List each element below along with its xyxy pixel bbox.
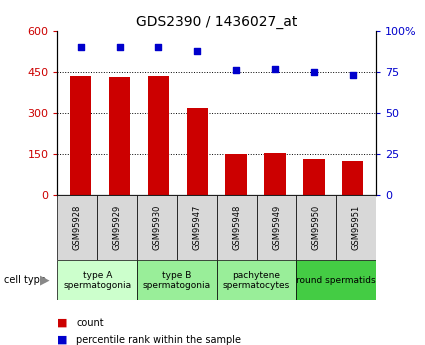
Point (194, 48, 201, 53)
Bar (137, 260, 217, 300)
Text: GSM95930: GSM95930 (153, 205, 162, 250)
Text: GSM95951: GSM95951 (352, 205, 361, 250)
Text: percentile rank within the sample: percentile rank within the sample (76, 335, 241, 345)
Bar (177, 195, 217, 260)
Bar (336, 195, 376, 260)
Point (272, 66, 278, 71)
Text: ■: ■ (57, 318, 68, 327)
Bar (303, 159, 325, 195)
Point (77, 45, 84, 50)
Bar (70, 76, 91, 195)
Text: GSM95928: GSM95928 (73, 205, 82, 250)
Bar (296, 195, 336, 260)
Text: pachytene
spermatocytes: pachytene spermatocytes (223, 270, 290, 290)
Bar (217, 195, 257, 260)
Bar (257, 195, 296, 260)
Point (155, 45, 162, 50)
Point (116, 45, 123, 50)
Bar (187, 108, 208, 195)
Bar (217, 260, 296, 300)
Bar (57, 195, 97, 260)
Text: GSM95948: GSM95948 (232, 205, 241, 250)
Bar (137, 195, 177, 260)
Bar (97, 195, 137, 260)
Text: type B
spermatogonia: type B spermatogonia (143, 270, 211, 290)
Text: GSM95950: GSM95950 (312, 205, 321, 250)
Point (311, 69, 317, 75)
Text: count: count (76, 318, 104, 327)
Text: round spermatids: round spermatids (297, 276, 376, 285)
Point (233, 68, 240, 73)
Text: ■: ■ (57, 335, 68, 345)
Bar (148, 76, 169, 195)
Text: ▶: ▶ (40, 274, 50, 287)
Text: GSM95929: GSM95929 (113, 205, 122, 250)
Bar (296, 260, 376, 300)
Text: cell type: cell type (4, 275, 46, 285)
Bar (109, 77, 130, 195)
Text: GSM95949: GSM95949 (272, 205, 281, 250)
Bar (57, 260, 137, 300)
Bar (226, 154, 247, 195)
Title: GDS2390 / 1436027_at: GDS2390 / 1436027_at (136, 14, 298, 29)
Point (349, 72, 356, 78)
Text: GSM95947: GSM95947 (193, 205, 201, 250)
Bar (264, 154, 286, 195)
Text: type A
spermatogonia: type A spermatogonia (63, 270, 131, 290)
Bar (342, 161, 363, 195)
